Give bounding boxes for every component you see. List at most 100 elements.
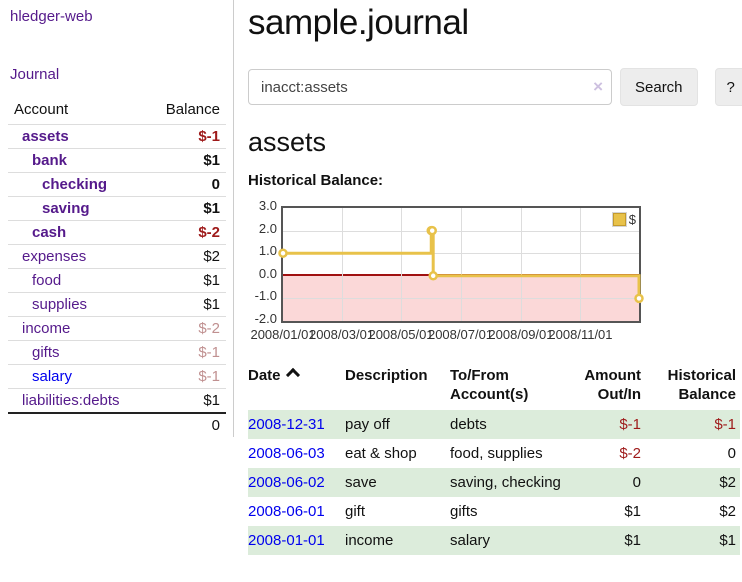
account-link[interactable]: bank [32, 152, 68, 169]
account-link[interactable]: saving [42, 200, 90, 217]
account-link[interactable]: cash [32, 224, 67, 241]
transaction-row: 2008-06-01 gift gifts $1 $2 [248, 497, 740, 526]
data-point-marker [428, 271, 438, 281]
accounts-total-row: 0 [8, 412, 226, 437]
search-input[interactable] [248, 69, 612, 105]
app-window: hledger-web Journal Account Balance asse… [8, 0, 742, 555]
transaction-description: gift [345, 503, 366, 520]
clear-search-icon[interactable]: × [593, 77, 603, 96]
register-header-balance: Historical Balance [645, 362, 740, 410]
help-button[interactable]: ? [714, 68, 742, 106]
accounts-total-value: 0 [147, 412, 226, 437]
register-body: 2008-12-31 pay off debts $-1 $-1 2008-06-03 ea… [248, 410, 740, 555]
account-link[interactable]: assets [22, 128, 69, 145]
transaction-date-link[interactable]: 2008-06-01 [248, 503, 325, 520]
main-panel: sample.journal × Search ? assets Histori… [234, 0, 742, 555]
transaction-description: pay off [345, 416, 390, 433]
legend-label: $ [628, 212, 636, 227]
brand-link[interactable]: hledger-web [10, 8, 93, 25]
account-heading: assets [248, 127, 327, 157]
transaction-date-link[interactable]: 2008-12-31 [248, 416, 325, 433]
gridline [341, 208, 343, 321]
transaction-balance: $2 [719, 474, 736, 491]
account-link[interactable]: income [22, 320, 71, 337]
accounts-total-spacer [8, 412, 148, 437]
account-balance: $1 [147, 388, 226, 413]
account-row: food $1 [8, 268, 226, 293]
account-balance: $1 [147, 196, 226, 221]
register-header-description: Description [345, 367, 428, 384]
account-link[interactable]: liabilities:debts [22, 392, 120, 409]
account-balance: 0 [147, 172, 226, 197]
y-axis-tick-label: -2.0 [254, 311, 277, 326]
transaction-amount: 0 [632, 474, 641, 491]
transaction-date-link[interactable]: 2008-06-02 [248, 474, 325, 491]
x-axis-tick-label: 2008/03/01 [308, 327, 375, 342]
account-link[interactable]: food [32, 272, 62, 289]
register-header-row: Date Description To/From Account(s) Amou… [248, 362, 740, 410]
chart-plot-area: $ [278, 206, 644, 323]
transaction-description: save [345, 474, 377, 491]
account-balance: $1 [147, 292, 226, 317]
account-balance: $1 [147, 148, 226, 173]
x-axis-tick-label: 2008/09/01 [488, 327, 554, 342]
amount-header-line2: Out/In [597, 386, 641, 403]
accounts-header-account: Account [14, 101, 69, 118]
gridline [283, 253, 639, 255]
search-button[interactable]: Search [620, 68, 698, 106]
balance-header-line2: Balance [678, 386, 736, 403]
transaction-balance: $2 [719, 503, 736, 520]
transaction-accounts: debts [450, 416, 487, 433]
transaction-accounts: gifts [450, 503, 478, 520]
y-axis-tick-label: 2.0 [258, 220, 277, 236]
gridline [580, 208, 582, 321]
account-row: checking 0 [8, 172, 226, 197]
transaction-accounts: salary [450, 532, 491, 549]
transaction-amount: $-1 [619, 416, 641, 433]
date-header-label: Date [248, 367, 281, 384]
balance-header-line1: Historical [667, 367, 736, 384]
account-row: supplies $1 [8, 292, 226, 317]
search-input-wrap: × [248, 69, 612, 105]
account-header-line2: Account(s) [450, 386, 529, 403]
sort-ascending-icon[interactable] [285, 367, 300, 383]
account-balance: $-1 [147, 364, 226, 389]
account-link[interactable]: supplies [32, 296, 88, 313]
transaction-date-link[interactable]: 2008-06-03 [248, 445, 325, 462]
chart-title: Historical Balance: [248, 172, 384, 189]
register-header-account: To/From Account(s) [450, 362, 565, 410]
transaction-accounts: food, supplies [450, 445, 543, 462]
y-axis-tick-label: 3.0 [258, 198, 277, 213]
register-header-date[interactable]: Date [248, 362, 345, 410]
transaction-balance: 0 [727, 445, 736, 462]
search-form: × Search ? [248, 68, 742, 106]
account-balance: $-2 [147, 220, 226, 245]
account-link[interactable]: salary [32, 368, 73, 385]
account-balance: $-1 [147, 340, 226, 365]
account-row: gifts $-1 [8, 340, 226, 365]
account-row: saving $1 [8, 196, 226, 221]
transaction-description: eat & shop [345, 445, 417, 462]
transaction-row: 2008-12-31 pay off debts $-1 $-1 [248, 410, 740, 439]
x-axis-tick-label: 2008/01/01 [250, 327, 316, 342]
account-row: cash $-2 [8, 220, 226, 245]
y-axis-tick-label: 1.0 [258, 243, 277, 259]
sidebar-item-journal[interactable]: Journal [10, 66, 60, 83]
transaction-balance: $1 [719, 532, 736, 549]
register-header-amount: Amount Out/In [565, 362, 645, 410]
x-axis-tick-label: 2008/05/01 [368, 327, 434, 342]
account-row: income $-2 [8, 316, 226, 341]
account-balance: $-1 [147, 124, 226, 149]
account-link[interactable]: checking [42, 176, 108, 193]
account-row: expenses $2 [8, 244, 226, 269]
account-balance: $2 [147, 244, 226, 269]
chart-legend: $ [611, 212, 636, 227]
transaction-date-link[interactable]: 2008-01-01 [248, 532, 325, 549]
gridline [401, 208, 403, 321]
legend-swatch [611, 212, 627, 227]
data-point-marker [427, 225, 437, 236]
account-link[interactable]: expenses [22, 248, 87, 265]
y-axis-tick-label: -1.0 [254, 288, 277, 304]
account-row: salary $-1 [8, 364, 226, 389]
account-link[interactable]: gifts [32, 344, 60, 361]
